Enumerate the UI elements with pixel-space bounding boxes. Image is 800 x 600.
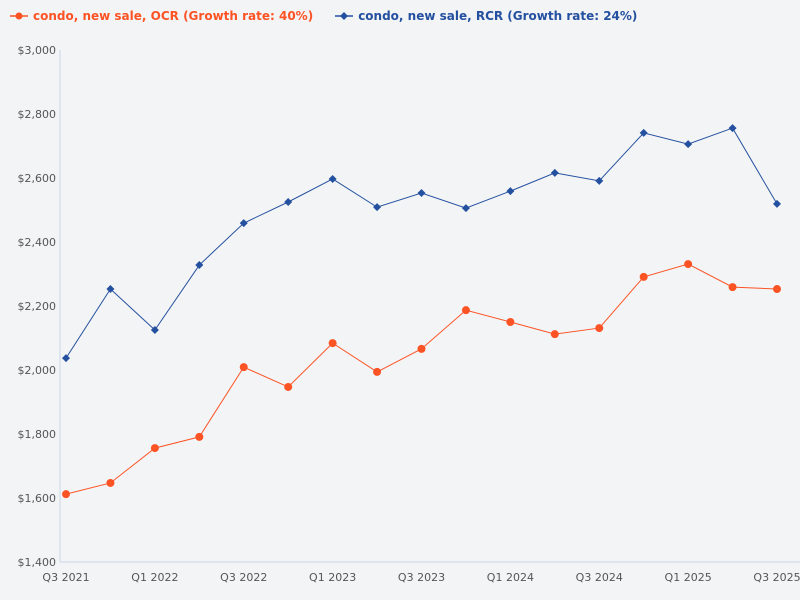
data-point [284,382,293,391]
data-point [773,285,781,294]
data-point [417,189,426,198]
data-point [506,187,515,196]
data-point [684,260,693,269]
legend-label: condo, new sale, RCR (Growth rate: 24%) [358,9,638,23]
series-line [65,127,778,359]
x-tick-label: Q1 2025 [665,571,712,584]
x-tick-label: Q1 2023 [309,571,356,584]
x-tick-label: Q1 2024 [487,571,534,584]
x-tick-label: Q3 2022 [220,571,267,584]
data-point [239,219,248,228]
legend-label: condo, new sale, OCR (Growth rate: 40%) [33,9,314,23]
legend-item-rcr[interactable]: condo, new sale, RCR (Growth rate: 24%) [335,9,637,23]
data-point [595,176,604,185]
data-point [284,198,293,206]
data-point [195,261,204,270]
data-point [373,203,382,212]
x-tick-label: Q3 2024 [576,571,623,584]
circle-marker-icon [10,12,28,20]
data-point [639,128,648,137]
diamond-marker-icon [335,12,354,20]
data-point [550,168,559,177]
data-point [62,490,70,499]
data-point [328,339,337,348]
legend-item-ocr[interactable]: condo, new sale, OCR (Growth rate: 40%) [10,9,313,23]
data-point [373,367,382,376]
data-point [728,124,737,133]
data-point [728,283,737,292]
data-point [773,199,781,208]
data-point [195,432,204,441]
data-point [595,324,604,333]
data-point [461,204,470,213]
data-point [639,272,648,281]
legend: condo, new sale, OCR (Growth rate: 40%) … [10,9,637,23]
series-line [65,263,778,495]
x-tick-label: Q3 2025 [753,571,800,584]
x-tick-label: Q3 2021 [42,571,89,584]
y-tick-label: $1,600 [18,492,57,505]
data-point [106,478,115,487]
x-tick-label: Q3 2023 [398,571,445,584]
y-tick-label: $2,000 [18,364,57,377]
y-tick-label: $2,200 [18,300,57,313]
data-point [239,363,248,372]
data-point [506,318,515,326]
data-point [684,140,693,149]
data-point [550,330,559,339]
data-point [106,285,115,294]
data-point [150,444,159,453]
data-point [417,344,426,353]
y-tick-label: $3,000 [18,44,57,57]
data-point [150,326,159,334]
x-tick-label: Q1 2022 [131,571,178,584]
data-point [62,354,70,363]
y-tick-label: $1,800 [18,428,57,441]
data-point [461,306,470,315]
y-tick-label: $1,400 [18,556,57,569]
y-tick-label: $2,800 [18,108,57,121]
y-tick-label: $2,600 [18,172,57,185]
data-point [328,174,337,183]
y-tick-label: $2,400 [18,236,57,249]
